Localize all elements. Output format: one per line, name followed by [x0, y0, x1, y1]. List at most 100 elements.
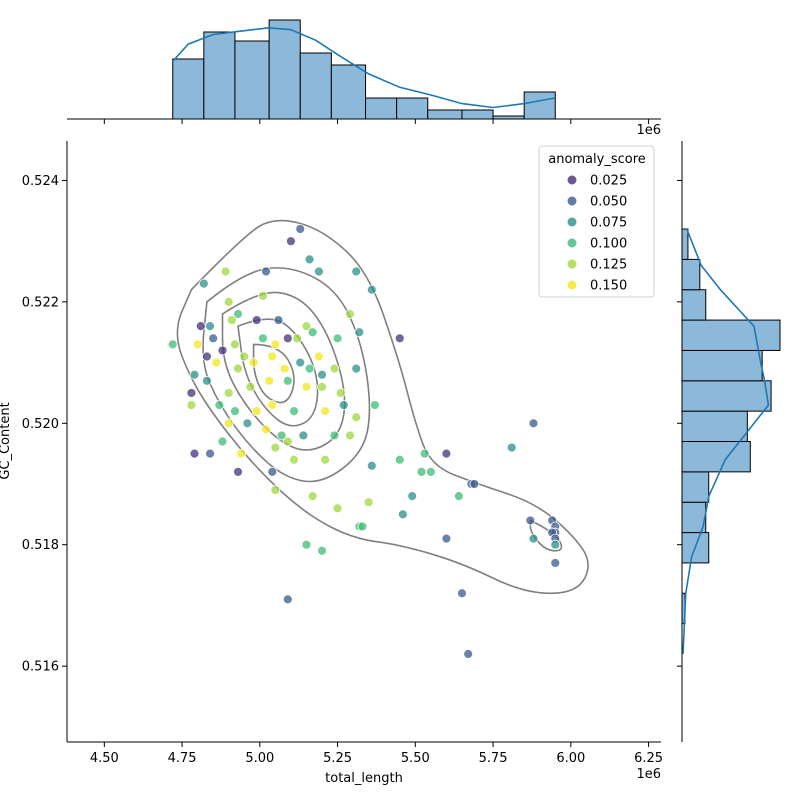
scatter-point — [304, 363, 315, 374]
scatter-point — [267, 400, 278, 410]
scatter-point — [425, 466, 436, 477]
scatter-point — [363, 497, 374, 508]
scatter-point — [419, 448, 430, 459]
scatter-point — [189, 369, 200, 380]
scatter-point — [261, 424, 271, 435]
scatter-point — [270, 442, 281, 453]
scatter-point — [329, 363, 340, 374]
scatter-point — [301, 321, 312, 332]
scatter-point — [223, 388, 234, 398]
y-hist-bar — [681, 380, 772, 412]
scatter-point — [298, 430, 309, 441]
scatter-point — [198, 278, 209, 289]
y-hist-bar — [681, 410, 748, 442]
scatter-point — [528, 418, 539, 429]
scatter-point — [208, 333, 219, 344]
y-hist-bar — [681, 319, 781, 351]
scatter-point — [220, 266, 231, 277]
legend-marker — [567, 196, 577, 206]
scatter-point — [351, 266, 362, 277]
scatter-point — [317, 369, 327, 380]
kde-contour-line — [176, 219, 589, 595]
scatter-point — [282, 594, 293, 605]
scatter-point — [289, 406, 299, 417]
scatter-point — [345, 430, 355, 441]
x-offset-label-bottom: 1e6 — [636, 767, 661, 782]
scatter-point — [314, 351, 324, 362]
y-tick-label: 0.518 — [22, 538, 59, 553]
scatter-point — [248, 357, 259, 368]
scatter-point — [186, 400, 197, 410]
legend-box — [538, 145, 655, 298]
y-tick-label: 0.516 — [22, 660, 59, 675]
scatter-point — [205, 448, 215, 459]
scatter-point — [366, 460, 377, 471]
scatter-point — [192, 339, 203, 350]
scatter-point — [289, 454, 299, 465]
y-hist-bar — [681, 258, 701, 291]
scatter-point — [329, 430, 340, 441]
scatter-point — [463, 649, 474, 659]
x-hist-bar — [523, 91, 556, 120]
scatter-point — [202, 375, 212, 386]
scatter-point — [528, 533, 539, 544]
scatter-point — [205, 321, 215, 332]
scatter-point — [270, 339, 281, 350]
scatter-point — [217, 436, 228, 447]
scatter-point — [211, 357, 222, 368]
scatter-point — [506, 442, 517, 453]
x-tick-label: 6.25 — [634, 751, 663, 766]
scatter-point — [351, 412, 362, 423]
scatter-point — [457, 588, 467, 599]
x-tick-label: 4.50 — [90, 751, 119, 766]
scatter-point — [230, 339, 240, 350]
scatter-point — [307, 327, 318, 338]
y-tick-label: 0.520 — [22, 417, 59, 432]
scatter-point — [292, 333, 303, 344]
x-hist-bar — [492, 115, 525, 120]
scatter-point — [233, 363, 243, 374]
scatter-point — [217, 345, 228, 356]
legend-label: 0.050 — [590, 195, 627, 210]
scatter-points — [167, 224, 561, 659]
scatter-point — [233, 466, 243, 477]
legend-marker — [567, 217, 577, 227]
scatter-point — [335, 388, 346, 398]
scatter-point — [202, 351, 212, 362]
legend-label: 0.150 — [590, 279, 627, 294]
scatter-point — [264, 375, 275, 386]
scatter-point — [230, 406, 240, 417]
main-plot-area — [66, 141, 661, 743]
scatter-point — [251, 406, 262, 417]
y-hist-bar — [681, 289, 707, 321]
scatter-point — [242, 418, 253, 429]
x-hist-bar — [396, 97, 429, 120]
scatter-point — [369, 400, 380, 410]
legend-label: 0.100 — [590, 237, 627, 252]
legend-marker — [567, 238, 577, 248]
scatter-point — [317, 381, 327, 392]
scatter-point — [267, 466, 278, 477]
scatter-point — [286, 236, 296, 247]
scatter-point — [345, 309, 355, 319]
kde-contour-line — [237, 318, 319, 427]
scatter-point — [332, 333, 343, 344]
scatter-point — [307, 491, 318, 502]
scatter-point — [223, 418, 234, 429]
legend-label: 0.075 — [590, 216, 627, 231]
scatter-point — [195, 321, 206, 332]
x-hist-bar — [330, 64, 367, 120]
scatter-point — [273, 315, 284, 325]
scatter-point — [441, 448, 452, 459]
x-axis-label: total_length — [325, 771, 403, 786]
scatter-point — [332, 503, 343, 514]
legend-label: 0.125 — [590, 258, 627, 273]
legend-title: anomaly_score — [548, 152, 646, 167]
scatter-point — [223, 296, 234, 307]
scatter-point — [233, 309, 243, 319]
scatter-point — [189, 448, 200, 459]
scatter-point — [295, 357, 306, 368]
scatter-point — [258, 333, 268, 344]
legend-marker — [567, 280, 577, 290]
